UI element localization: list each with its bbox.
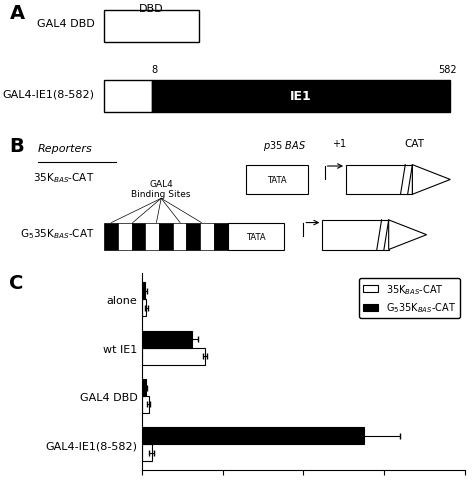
Bar [104, 223, 118, 250]
Legend: 35K$_{BAS}$-CAT, G$_5$35K$_{BAS}$-CAT: 35K$_{BAS}$-CAT, G$_5$35K$_{BAS}$-CAT [359, 278, 460, 319]
Bar [142, 348, 205, 365]
Bar [322, 220, 389, 250]
Bar [214, 223, 228, 250]
Text: TATA: TATA [267, 176, 287, 185]
Bar [142, 428, 364, 444]
Bar [142, 300, 146, 316]
Bar [152, 81, 450, 113]
Text: 35K$_{BAS}$-CAT: 35K$_{BAS}$-CAT [34, 170, 95, 184]
Bar [104, 81, 152, 113]
Text: Reporters: Reporters [38, 144, 93, 154]
Text: +1: +1 [332, 138, 346, 148]
Text: GAL4
Binding Sites: GAL4 Binding Sites [131, 180, 191, 199]
Text: DBD: DBD [139, 4, 164, 14]
Bar [173, 223, 186, 250]
Bar [142, 396, 149, 413]
Text: B: B [9, 137, 24, 156]
Bar [346, 165, 412, 195]
Bar [146, 223, 159, 250]
Text: A: A [9, 4, 25, 23]
Bar [142, 444, 152, 461]
Polygon shape [412, 165, 450, 195]
Text: GAL4-IE1(8-582): GAL4-IE1(8-582) [3, 89, 95, 99]
Bar [104, 11, 199, 43]
Polygon shape [389, 220, 427, 250]
Text: CAT: CAT [405, 138, 425, 148]
Bar [246, 165, 308, 195]
Bar [142, 331, 192, 348]
Bar [186, 223, 200, 250]
Text: 582: 582 [438, 65, 457, 75]
Text: $p35$ BAS: $p35$ BAS [263, 138, 306, 153]
Bar [142, 379, 146, 396]
Text: IE1: IE1 [290, 90, 312, 103]
Bar [228, 223, 284, 250]
Text: C: C [9, 274, 24, 293]
Text: 8: 8 [151, 65, 157, 75]
Bar [132, 223, 146, 250]
Text: G$_5$35K$_{BAS}$-CAT: G$_5$35K$_{BAS}$-CAT [20, 227, 95, 241]
Bar [118, 223, 132, 250]
Bar [159, 223, 173, 250]
Text: TATA: TATA [246, 232, 266, 241]
Bar [200, 223, 214, 250]
Text: GAL4 DBD: GAL4 DBD [37, 19, 95, 29]
Bar [142, 283, 146, 300]
